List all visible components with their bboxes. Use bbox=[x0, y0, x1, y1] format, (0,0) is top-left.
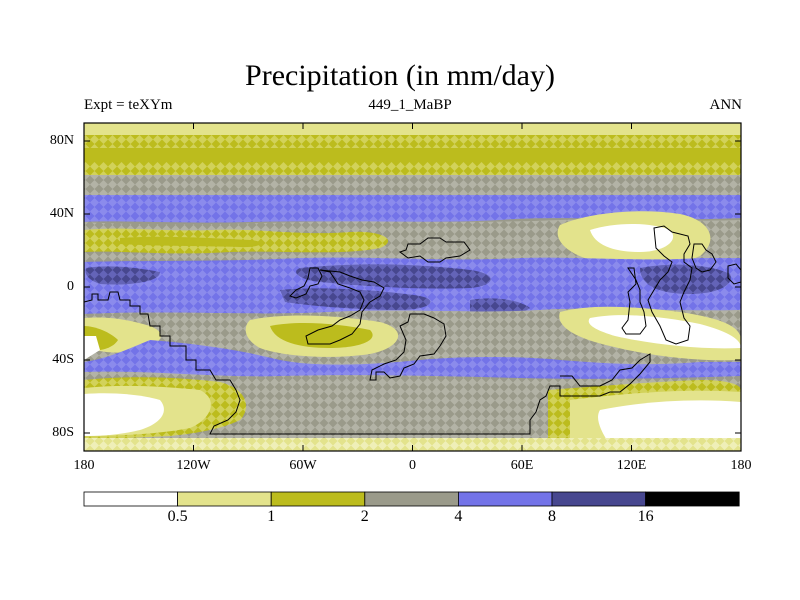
colorbar-box-4 bbox=[457, 491, 553, 507]
itcz-core-1 bbox=[296, 264, 491, 289]
colorbar-label-0: 0.5 bbox=[167, 508, 188, 525]
lon-label-120e: 120E bbox=[616, 458, 647, 473]
colorbar-label-5: 16 bbox=[637, 508, 654, 525]
band-55n-gray bbox=[84, 175, 741, 195]
colorbar-label-2: 2 bbox=[360, 508, 369, 525]
case-label: 449_1_MaBP bbox=[368, 97, 452, 113]
lat-label-80n: 80N bbox=[49, 133, 74, 148]
lon-label-60e: 60E bbox=[510, 458, 534, 473]
lon-label-180e: 180 bbox=[730, 458, 752, 473]
colorbar-box-2 bbox=[270, 491, 366, 507]
colorbar-label-1: 1 bbox=[267, 508, 276, 525]
colorbar-box-5 bbox=[551, 491, 646, 507]
lon-label-0: 0 bbox=[409, 458, 416, 473]
season-label: ANN bbox=[709, 97, 743, 113]
colorbar-box-1 bbox=[177, 491, 272, 507]
lon-label-120w: 120W bbox=[176, 458, 211, 473]
lat-label-eq: 0 bbox=[67, 279, 74, 294]
tick-marks bbox=[84, 123, 741, 451]
lat-label-40n: 40N bbox=[49, 206, 74, 221]
lat-label-80s: 80S bbox=[52, 425, 74, 440]
colorbar-box-3 bbox=[364, 491, 459, 507]
polar-s-dry-1 bbox=[84, 393, 164, 436]
itcz-core-2 bbox=[640, 264, 731, 294]
colorbar-box-0 bbox=[83, 491, 178, 507]
lon-label-60w: 60W bbox=[289, 458, 317, 473]
lat-label-40s: 40S bbox=[52, 352, 74, 367]
precip-field bbox=[84, 123, 741, 451]
itcz-core-3 bbox=[280, 288, 431, 310]
plot-title: Precipitation (in mm/day) bbox=[245, 59, 555, 92]
polar-s-dry-2 bbox=[598, 400, 741, 445]
experiment-label: Expt = teXYm bbox=[84, 97, 173, 113]
colorbar-label-3: 4 bbox=[454, 508, 463, 525]
subtropic-s-dry bbox=[588, 315, 741, 349]
subtropic-n-dry bbox=[590, 224, 674, 252]
coastlines bbox=[84, 225, 741, 435]
band-45s-blue bbox=[84, 340, 741, 380]
lon-label-180w: 180 bbox=[73, 458, 95, 473]
band-40n-blue bbox=[84, 195, 741, 223]
colorbar bbox=[83, 491, 740, 507]
colorbar-label-4: 8 bbox=[548, 508, 556, 525]
colorbar-box-6 bbox=[645, 491, 740, 507]
